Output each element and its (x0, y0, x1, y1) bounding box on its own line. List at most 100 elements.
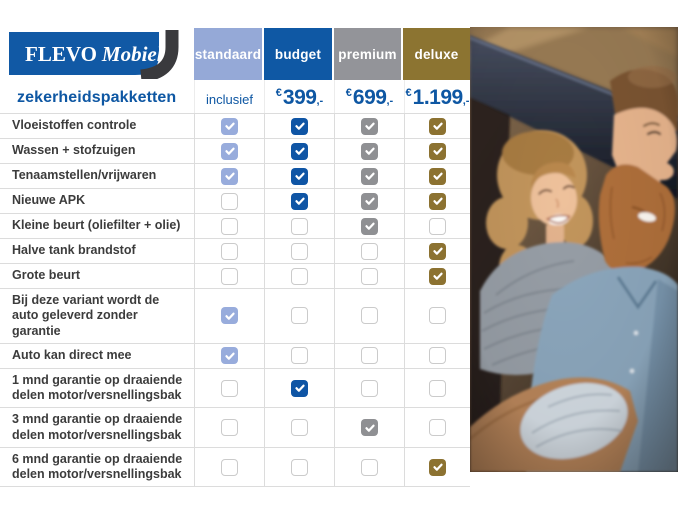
price-amount: 399 (282, 86, 317, 109)
row-label: Wassen + stofzuigen (12, 143, 136, 158)
checkbox-icon[interactable] (221, 379, 238, 397)
checkbox-icon[interactable] (291, 167, 308, 185)
cell-premium (334, 447, 404, 487)
cell-premium (334, 368, 404, 408)
checkbox-icon[interactable] (221, 307, 238, 325)
cell-standaard (194, 139, 264, 163)
checkbox-icon[interactable] (361, 167, 378, 185)
checkbox-icon[interactable] (221, 167, 238, 185)
column-header-budget: budget (264, 28, 332, 80)
cell-premium (334, 408, 404, 447)
table-row: Kleine beurt (oliefilter + olie) (0, 213, 470, 238)
checkbox-icon[interactable] (291, 142, 308, 160)
checkbox-icon[interactable] (361, 192, 378, 210)
checkbox-icon[interactable] (291, 419, 308, 436)
cell-standaard (194, 289, 264, 343)
checkbox-icon[interactable] (291, 307, 308, 325)
currency-symbol: € (405, 87, 412, 99)
cell-deluxe (404, 408, 470, 447)
price-text: inclusief (206, 92, 253, 107)
checkbox-icon[interactable] (361, 142, 378, 160)
price-suffix: ,- (462, 95, 470, 107)
cell-standaard (194, 239, 264, 263)
checkbox-icon[interactable] (429, 379, 446, 397)
cell-deluxe (404, 368, 470, 408)
cell-standaard (194, 408, 264, 447)
checkbox-icon[interactable] (361, 458, 378, 476)
table-row: Bij deze variant wordt de auto geleverd … (0, 288, 470, 343)
cell-standaard (194, 264, 264, 288)
brand-name: FLEVO (25, 42, 97, 66)
checkbox-icon[interactable] (221, 458, 238, 476)
column-header-premium: premium (334, 28, 401, 80)
checkbox-icon[interactable] (291, 192, 308, 210)
table-row: Auto kan direct mee (0, 342, 470, 368)
logo-swoosh (140, 30, 179, 79)
cell-deluxe (404, 164, 470, 188)
flevo-mobiel-logo: FLEVO Mobiel (9, 30, 179, 79)
checkbox-icon[interactable] (361, 242, 378, 260)
checkbox-icon[interactable] (361, 379, 378, 397)
checkbox-icon[interactable] (361, 217, 378, 235)
price-deluxe: €1.199 ,- (404, 80, 470, 113)
checkbox-icon[interactable] (429, 242, 446, 260)
row-label: Auto kan direct mee (12, 348, 132, 363)
checkbox-icon[interactable] (361, 419, 378, 436)
table-row: 6 mnd garantie op draaiende delen motor/… (0, 446, 470, 487)
checkbox-icon[interactable] (429, 307, 446, 325)
cell-budget (264, 214, 334, 238)
cell-standaard (194, 164, 264, 188)
checkbox-icon[interactable] (291, 458, 308, 476)
checkbox-icon[interactable] (221, 117, 238, 135)
checkbox-icon[interactable] (361, 117, 378, 135)
checkbox-icon[interactable] (361, 307, 378, 325)
checkbox-icon[interactable] (221, 242, 238, 260)
checkbox-icon[interactable] (291, 242, 308, 260)
checkbox-icon[interactable] (429, 192, 446, 210)
checkbox-icon[interactable] (291, 347, 308, 365)
table-row: Nieuwe APK (0, 188, 470, 213)
checkbox-icon[interactable] (429, 347, 446, 365)
price-amount: 1.199 (412, 86, 464, 109)
logo-plate (9, 32, 159, 75)
table-row: Tenaamstellen/vrijwaren (0, 163, 470, 188)
checkbox-icon[interactable] (221, 142, 238, 160)
checkbox-icon[interactable] (429, 167, 446, 185)
checkbox-icon[interactable] (221, 347, 238, 365)
checkbox-icon[interactable] (291, 379, 308, 397)
checkbox-icon[interactable] (291, 267, 308, 285)
car-couple-photo (470, 27, 678, 472)
row-label: Halve tank brandstof (12, 243, 136, 258)
checkbox-icon[interactable] (291, 117, 308, 135)
checkbox-icon[interactable] (361, 267, 378, 285)
cell-standaard (194, 214, 264, 238)
checkbox-icon[interactable] (221, 267, 238, 285)
table-row: 3 mnd garantie op draaiende delen motor/… (0, 407, 470, 447)
cell-deluxe (404, 447, 470, 487)
cell-premium (334, 239, 404, 263)
row-label: Tenaamstellen/vrijwaren (12, 168, 157, 183)
table-row: Wassen + stofzuigen (0, 138, 470, 163)
cell-budget (264, 114, 334, 138)
checkbox-icon[interactable] (291, 217, 308, 235)
checkbox-icon[interactable] (221, 217, 238, 235)
checkbox-icon[interactable] (429, 419, 446, 436)
checkbox-icon[interactable] (429, 458, 446, 476)
checkbox-icon[interactable] (429, 117, 446, 135)
checkbox-icon[interactable] (429, 142, 446, 160)
cell-budget (264, 139, 334, 163)
price-standaard: inclusief (194, 80, 264, 113)
row-label: 3 mnd garantie op draaiende delen motor/… (12, 412, 183, 442)
row-label: Grote beurt (12, 268, 81, 283)
cell-deluxe (404, 289, 470, 343)
cell-deluxe (404, 343, 470, 368)
checkbox-icon[interactable] (429, 217, 446, 235)
table-rows: Vloeistoffen controle Wassen + stofzuige… (0, 113, 470, 488)
checkbox-icon[interactable] (429, 267, 446, 285)
checkbox-icon[interactable] (221, 419, 238, 436)
checkbox-icon[interactable] (221, 192, 238, 210)
checkbox-icon[interactable] (361, 347, 378, 365)
cell-standaard (194, 343, 264, 368)
cell-premium (334, 289, 404, 343)
